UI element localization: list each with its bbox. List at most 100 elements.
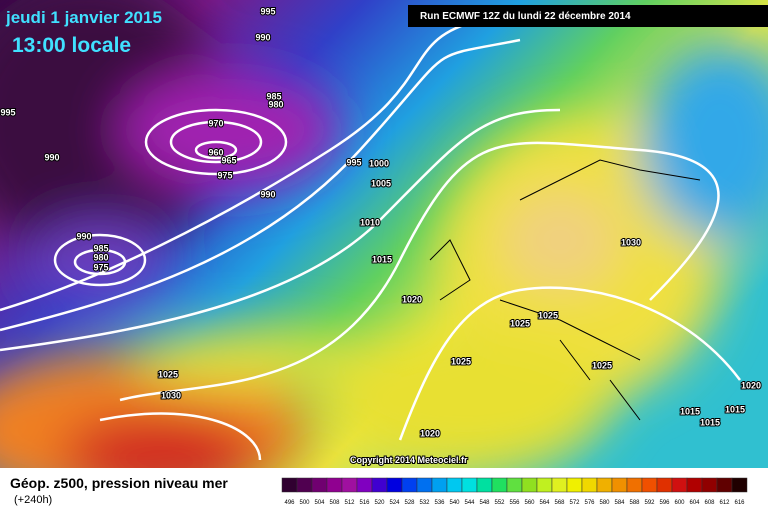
scale-swatch: [671, 477, 688, 493]
isobar-label: 975: [217, 170, 232, 180]
isobar-label: 990: [255, 32, 270, 42]
isobar-label: 1015: [372, 254, 392, 264]
scale-label: 604: [689, 500, 700, 506]
scale-swatch: [371, 477, 388, 493]
scale-label: 608: [704, 500, 715, 506]
isobar-label: 1020: [741, 380, 761, 390]
isobar-label: 1000: [369, 158, 389, 168]
scale-swatch: [281, 477, 298, 493]
scale-swatch: [611, 477, 628, 493]
isobar-label: 975: [93, 262, 108, 272]
scale-swatch: [686, 477, 703, 493]
scale-swatch: [626, 477, 643, 493]
scale-swatch: [731, 477, 748, 493]
isobar-label: 1020: [402, 294, 422, 304]
isobar-label: 1015: [700, 417, 720, 427]
footer-title: Géop. z500, pression niveau mer: [10, 475, 228, 491]
isobar-label: 995: [0, 107, 15, 117]
isobar-label: 995: [346, 157, 361, 167]
isobar-label: 1025: [158, 369, 178, 379]
scale-label: 568: [554, 500, 565, 506]
isobar-label: 960: [208, 147, 223, 157]
isobar-label: 980: [93, 252, 108, 262]
scale-swatch: [341, 477, 358, 493]
scale-label: 520: [374, 500, 385, 506]
scale-label: 512: [344, 500, 355, 506]
isobar-label: 970: [208, 118, 223, 128]
scale-label: 548: [479, 500, 490, 506]
scale-label: 560: [524, 500, 535, 506]
lead-time: (+240h): [14, 494, 52, 506]
isobar-label: 1005: [371, 178, 391, 188]
scale-label: 500: [299, 500, 310, 506]
isobar-label: 990: [44, 152, 59, 162]
scale-label: 508: [329, 500, 340, 506]
scale-label: 528: [404, 500, 415, 506]
scale-label: 612: [719, 500, 730, 506]
isobar-label: 1015: [725, 404, 745, 414]
isobar-label: 990: [76, 231, 91, 241]
isobar-label: 985: [266, 91, 281, 101]
scale-swatch: [401, 477, 418, 493]
scale-label: 556: [509, 500, 520, 506]
scale-label: 576: [584, 500, 595, 506]
scale-label: 584: [614, 500, 625, 506]
scale-swatch: [461, 477, 478, 493]
scale-swatch: [296, 477, 313, 493]
scale-label: 540: [449, 500, 460, 506]
scale-swatch: [536, 477, 553, 493]
scale-swatch: [716, 477, 733, 493]
scale-swatch: [356, 477, 373, 493]
run-info: Run ECMWF 12Z du lundi 22 décembre 2014: [420, 11, 631, 22]
isobar-label: 1015: [680, 406, 700, 416]
time: 13:00 locale: [12, 34, 131, 57]
isobar-label: 980: [268, 99, 283, 109]
isobar-label: 1030: [621, 237, 641, 247]
scale-label: 552: [494, 500, 505, 506]
scale-label: 504: [314, 500, 325, 506]
scale-swatch: [386, 477, 403, 493]
scale-swatch: [416, 477, 433, 493]
isobar-label: 995: [260, 6, 275, 16]
scale-label: 572: [569, 500, 580, 506]
scale-swatch: [581, 477, 598, 493]
scale-swatch: [431, 477, 448, 493]
scale-label: 616: [734, 500, 745, 506]
isobar-label: 965: [221, 155, 236, 165]
scale-swatch: [521, 477, 538, 493]
scale-swatch: [596, 477, 613, 493]
scale-label: 496: [284, 500, 295, 506]
scale-swatch: [656, 477, 673, 493]
scale-label: 580: [599, 500, 610, 506]
scale-label: 588: [629, 500, 640, 506]
scale-label: 516: [359, 500, 370, 506]
scale-swatch: [476, 477, 493, 493]
date: jeudi 1 janvier 2015: [5, 8, 162, 27]
scale-swatch: [701, 477, 718, 493]
isobar-label: 1020: [420, 428, 440, 438]
isobar-label: 1025: [592, 360, 612, 370]
scale-swatch: [311, 477, 328, 493]
scale-swatch: [641, 477, 658, 493]
scale-label: 600: [674, 500, 685, 506]
isobar-label: 1010: [360, 217, 380, 227]
scale-swatch: [551, 477, 568, 493]
scale-label: 564: [539, 500, 550, 506]
scale-swatch: [566, 477, 583, 493]
scale-label: 596: [659, 500, 670, 506]
copyright: Copyright 2014 Meteociel.fr: [350, 455, 468, 465]
scale-swatch: [506, 477, 523, 493]
isobar-label: 1025: [451, 356, 471, 366]
scale-label: 524: [389, 500, 400, 506]
scale-label: 592: [644, 500, 655, 506]
isobar-label: 1025: [510, 318, 530, 328]
scale-label: 532: [419, 500, 430, 506]
scale-swatch: [326, 477, 343, 493]
isobar-label: 1025: [538, 310, 558, 320]
scale-label: 536: [434, 500, 445, 506]
scale-swatch: [446, 477, 463, 493]
isobar-label: 985: [93, 243, 108, 253]
isobar-label: 1030: [161, 390, 181, 400]
